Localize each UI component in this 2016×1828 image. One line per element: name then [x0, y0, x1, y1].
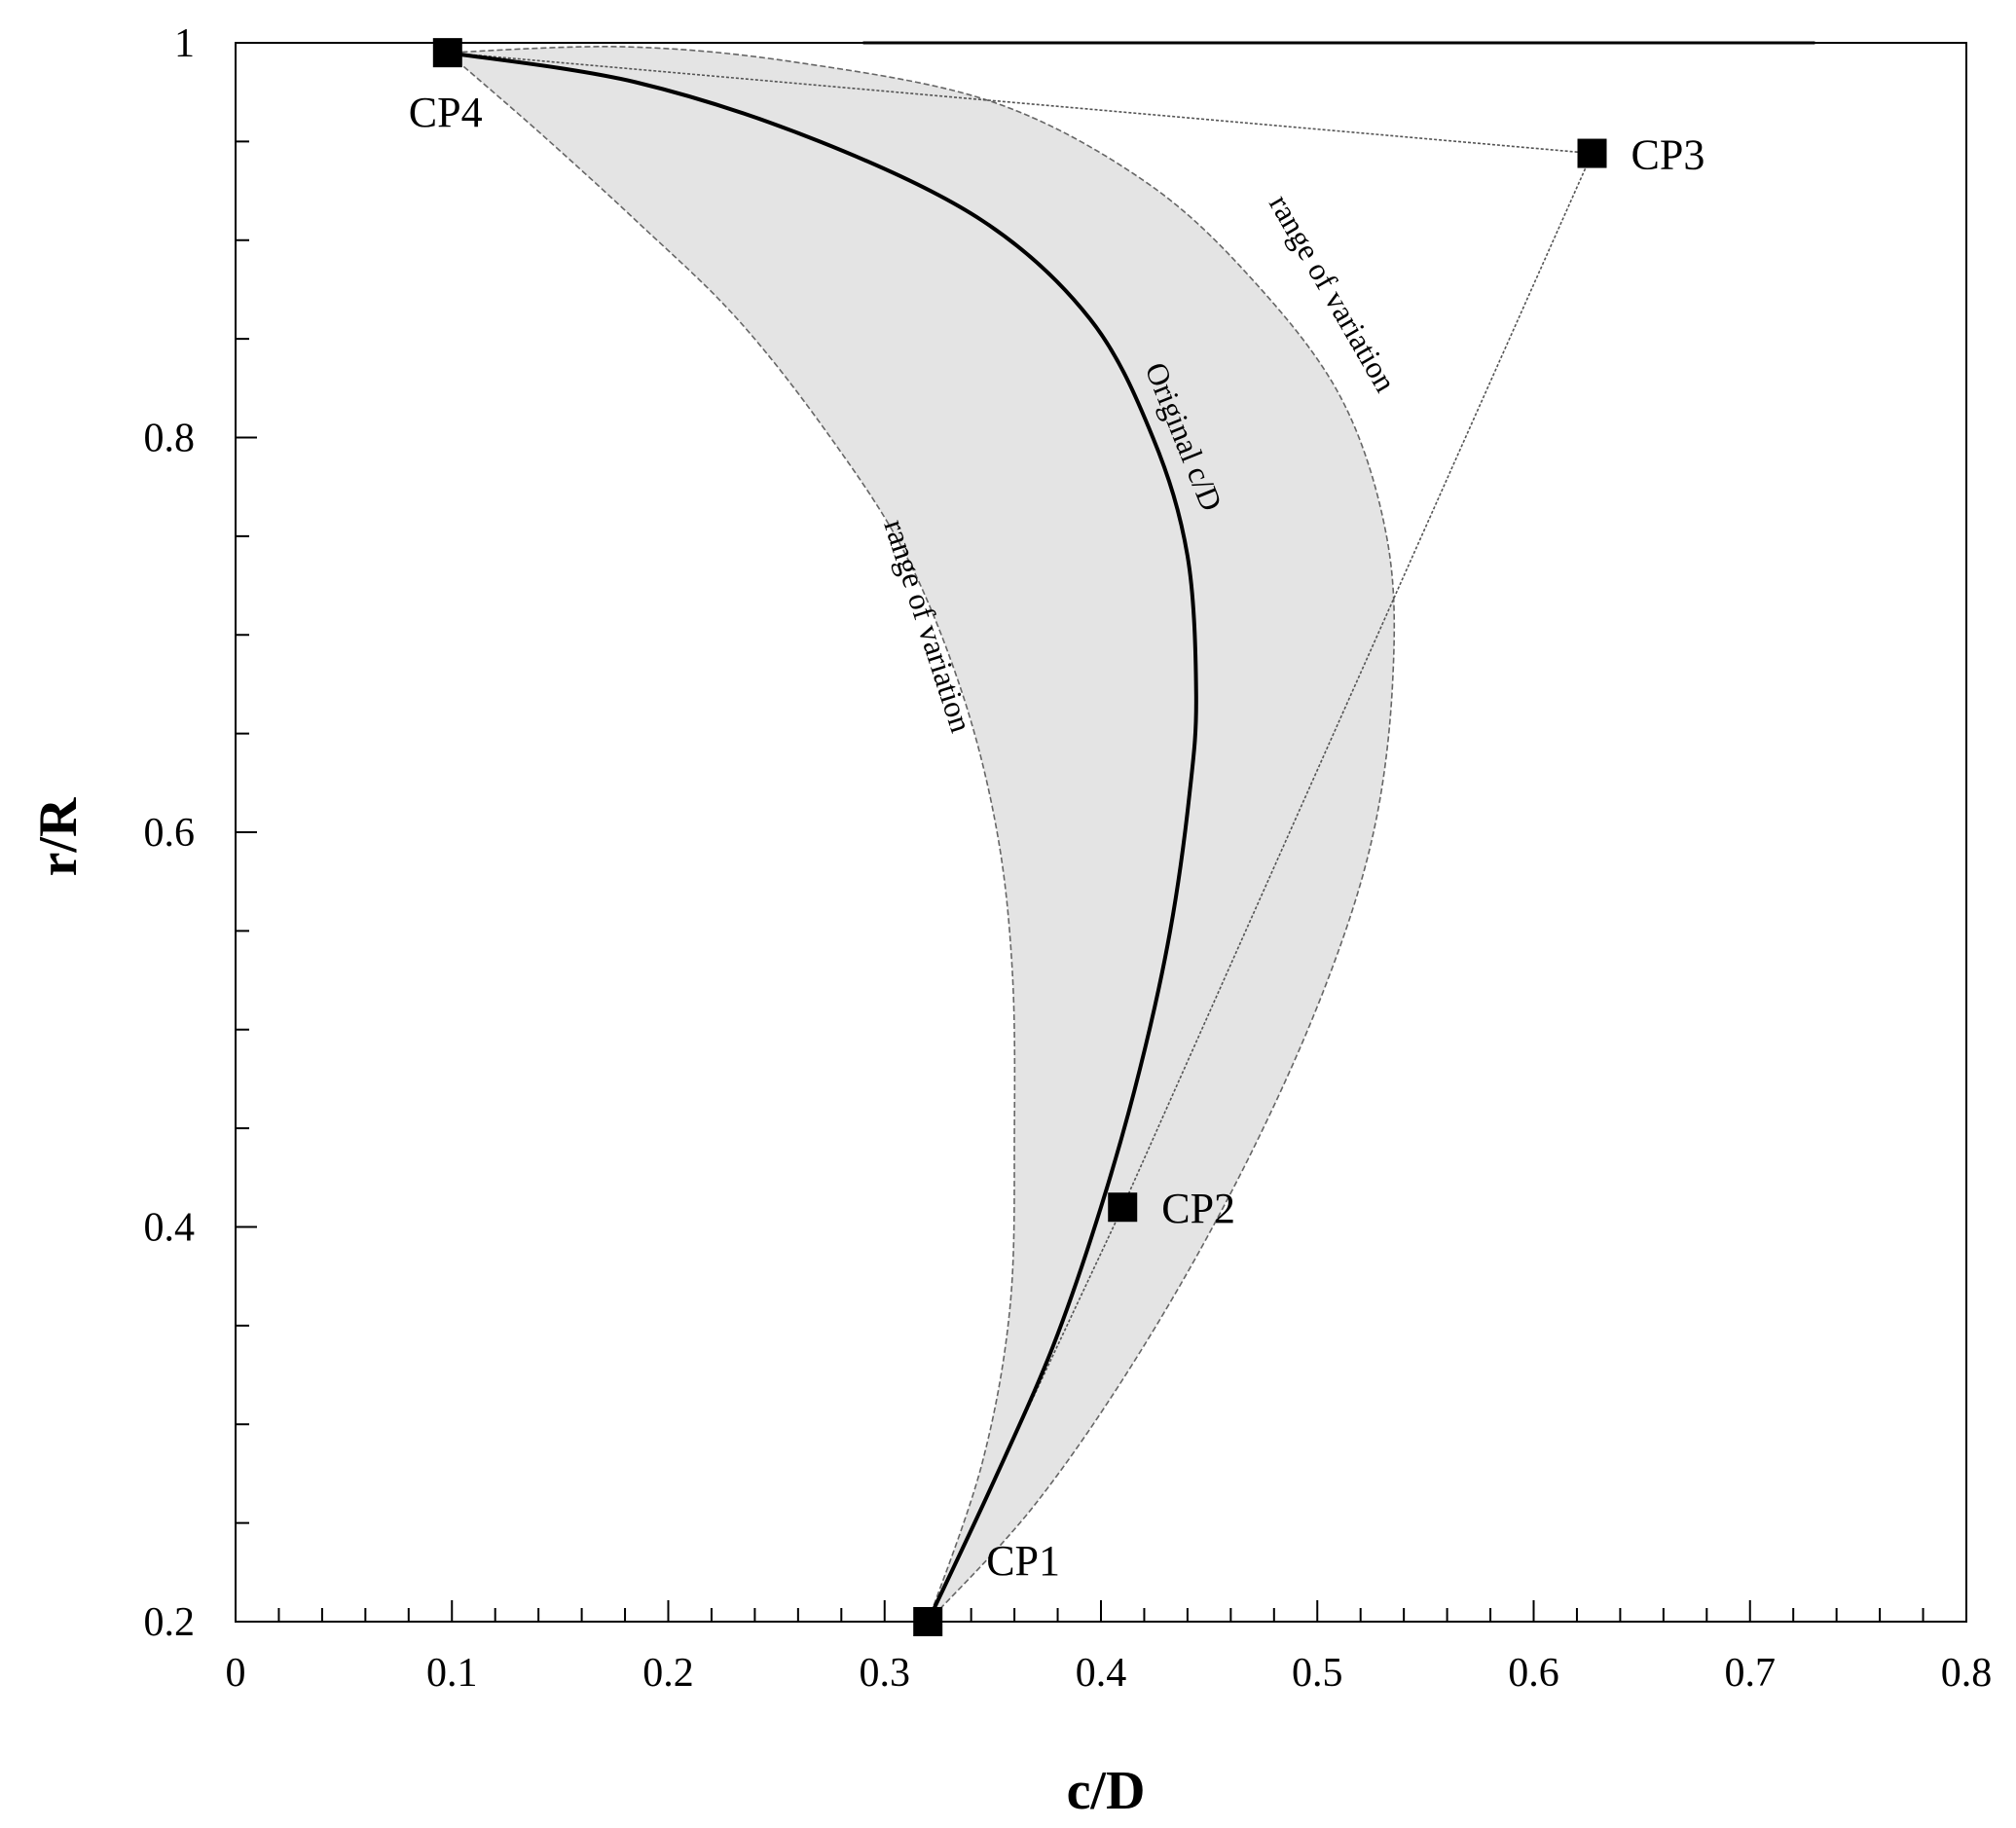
- control-point-cp4: [432, 38, 462, 68]
- y-tick-label: 1: [174, 21, 195, 66]
- control-point-label-cp4: CP4: [409, 89, 483, 136]
- variation-band-area: [447, 46, 1395, 1623]
- control-point-cp2: [1108, 1192, 1138, 1223]
- control-point-cp1: [913, 1607, 943, 1636]
- y-tick-label: 0.6: [144, 811, 196, 856]
- y-tick-label: 0.4: [144, 1206, 196, 1251]
- control-points: CP1 CP2 CP3 CP4: [409, 38, 1705, 1636]
- x-tick-label: 0.2: [642, 1651, 694, 1696]
- x-tick-label: 0.5: [1292, 1651, 1343, 1696]
- variation-upper-edge: [447, 46, 1396, 1623]
- original-curve-layer: [447, 51, 1198, 1623]
- variation-lower-edge: [447, 52, 1016, 1623]
- x-tick-label: 0.6: [1508, 1651, 1559, 1696]
- x-tick-label: 0: [226, 1651, 246, 1696]
- x-tick-label: 0.3: [860, 1651, 911, 1696]
- x-tick-label: 0.8: [1941, 1651, 1993, 1696]
- x-tick-label: 0.1: [426, 1651, 478, 1696]
- original-curve-line: [447, 51, 1198, 1623]
- control-point-label-cp3: CP3: [1631, 131, 1705, 179]
- x-tick-label: 0.4: [1076, 1651, 1127, 1696]
- x-axis-title: c/D: [1067, 1761, 1146, 1821]
- control-polygon-segment-3: [447, 52, 1593, 155]
- control-point-label-cp2: CP2: [1161, 1185, 1235, 1232]
- x-tick-label: 0.7: [1725, 1651, 1777, 1696]
- control-point-cp3: [1577, 138, 1607, 168]
- y-tick-label: 0.8: [144, 417, 196, 461]
- control-point-label-cp1: CP1: [986, 1537, 1060, 1585]
- y-axis-title: r/R: [28, 797, 89, 876]
- control-polygon-segment-2: [1121, 153, 1594, 1208]
- ticks: 0 0.1 0.2 0.3 0.4 0.5 0.6 0.7 0.8 0.2 0.4 0.6 0.8 1: [144, 21, 1993, 1696]
- variation-band-layer: [447, 46, 1396, 1623]
- y-tick-label: 0.2: [144, 1600, 196, 1645]
